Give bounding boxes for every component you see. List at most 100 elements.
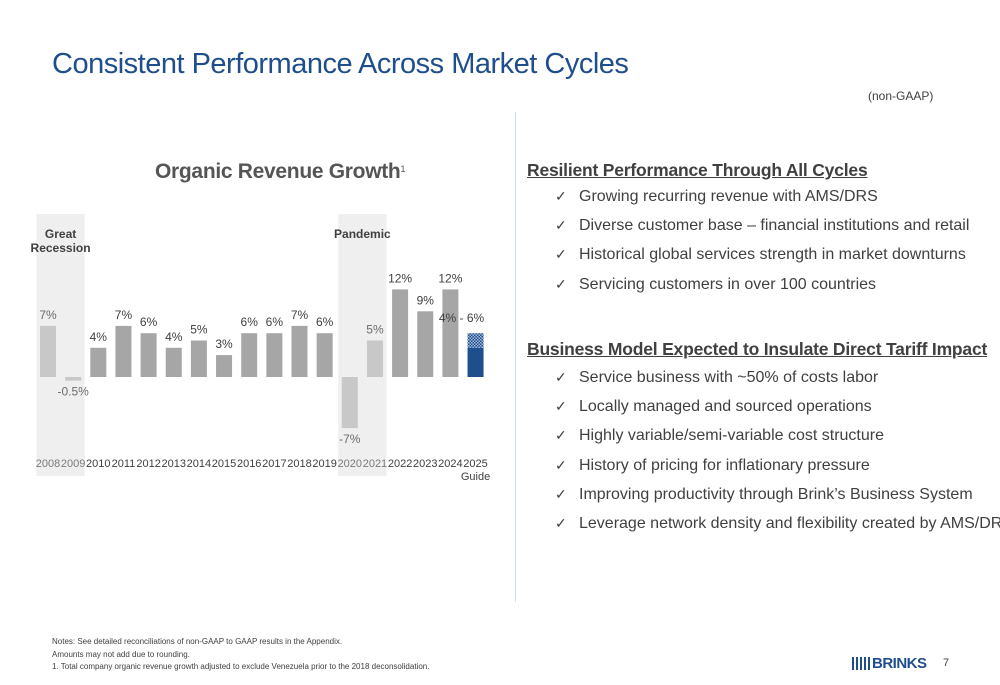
- list-item: ✓ Servicing customers in over 100 countri…: [555, 276, 969, 305]
- non-gaap-note: (non-GAAP): [868, 89, 934, 103]
- chart-title-text: Organic Revenue Growth: [155, 160, 401, 183]
- list-item: ✓ Improving productivity through Brink’s …: [555, 486, 1000, 515]
- x-tick-label: 2009: [61, 458, 85, 470]
- checkmark-icon: ✓: [555, 188, 567, 204]
- bar: [366, 340, 383, 377]
- list-item: ✓ Leverage network density and flexibilit…: [555, 515, 1000, 544]
- data-label: -7%: [339, 432, 361, 446]
- bar: [115, 325, 132, 377]
- checkmark-icon: ✓: [555, 275, 567, 292]
- footnote-line: Amounts may not add due to rounding.: [52, 649, 190, 659]
- list-item: ✓ History of pricing for inflationary pre…: [555, 457, 1000, 486]
- page-number: 7: [943, 657, 950, 669]
- x-tick-label: 2015: [212, 458, 236, 470]
- bar: [216, 355, 233, 377]
- bar: [316, 333, 333, 377]
- data-label: 7%: [115, 308, 133, 322]
- list-item: ✓ Growing recurring revenue with AMS/DRS: [555, 188, 969, 217]
- section-heading-business-model: Business Model Expected to Insulate Dire…: [527, 339, 988, 359]
- x-tick-label: 2014: [187, 458, 211, 470]
- list-item-text: Diverse customer base – financial instit…: [579, 217, 970, 235]
- footnote-line: Notes: See detailed reconciliations of n…: [52, 637, 343, 646]
- x-tick-label: 2023: [413, 458, 437, 470]
- logo-bars-icon: [852, 657, 870, 670]
- data-label: 12%: [388, 271, 412, 285]
- data-label: 5%: [190, 323, 208, 337]
- list-item-text: Historical global services strength in m…: [579, 246, 966, 264]
- data-label: 7%: [39, 308, 57, 322]
- checkmark-icon: ✓: [555, 246, 567, 263]
- data-label: 12%: [438, 271, 462, 285]
- bar: [341, 377, 358, 429]
- bar: [40, 325, 56, 377]
- data-label: 7%: [291, 308, 309, 322]
- data-label: 4%: [90, 330, 108, 344]
- bar: [266, 333, 283, 377]
- section-heading-resilient: Resilient Performance Through All Cycles: [527, 160, 868, 180]
- bar: [241, 333, 258, 377]
- bar: [442, 289, 459, 377]
- list-item: ✓ Locally managed and sourced operations: [555, 398, 1000, 427]
- checkmark-icon: ✓: [555, 456, 567, 473]
- list-item-text: Service business with ~50% of costs labo…: [579, 369, 879, 386]
- business-model-list: ✓ Service business with ~50% of costs lab…: [555, 369, 1000, 544]
- bar: [291, 325, 308, 377]
- guide-bar-range: [467, 333, 484, 348]
- highlight-band-label: Pandemic: [334, 227, 391, 241]
- x-tick-label: 2019: [312, 458, 336, 470]
- x-tick-label: 2018: [287, 458, 311, 470]
- data-label: 9%: [417, 293, 435, 307]
- x-tick-label: 2008: [36, 458, 60, 470]
- data-label: 6%: [316, 315, 334, 329]
- list-item: ✓ Service business with ~50% of costs lab…: [555, 369, 1000, 398]
- data-label: 3%: [215, 337, 233, 351]
- footnote-line: 1. Total company organic revenue growth …: [52, 662, 430, 671]
- x-tick-label: 2012: [136, 458, 160, 470]
- highlight-band-label: Recession: [31, 241, 91, 255]
- data-label: 4% - 6%: [439, 311, 485, 325]
- brinks-logo: BRINKS: [852, 655, 927, 672]
- list-item-text: Highly variable/semi-variable cost struc…: [579, 427, 884, 445]
- x-tick-label: 2021: [363, 458, 387, 470]
- list-item: ✓ Diverse customer base – financial insti…: [555, 217, 969, 246]
- list-item-text: Servicing customers in over 100 countrie…: [579, 275, 877, 293]
- list-item-text: Leverage network density and flexibility…: [579, 514, 1000, 532]
- guide-bar-low: [467, 347, 484, 377]
- list-item: ✓ Highly variable/semi-variable cost stru…: [555, 427, 1000, 456]
- checkmark-icon: ✓: [555, 427, 567, 444]
- bar: [90, 347, 107, 377]
- chart-title-footnote: 1: [400, 164, 406, 174]
- x-tick-sublabel: Guide: [461, 471, 490, 483]
- list-item-text: History of pricing for inflationary pres…: [579, 456, 870, 474]
- bar: [417, 311, 434, 377]
- checkmark-icon: ✓: [555, 514, 567, 531]
- x-tick-label: 2010: [86, 458, 110, 470]
- page-title: Consistent Performance Across Market Cyc…: [52, 48, 629, 80]
- checkmark-icon: ✓: [555, 398, 567, 415]
- x-tick-label: 2011: [112, 458, 136, 470]
- logo-text: BRINKS: [872, 655, 927, 672]
- x-tick-label: 2017: [262, 458, 286, 470]
- resilient-list: ✓ Growing recurring revenue with AMS/DRS …: [555, 188, 969, 305]
- highlight-band-label: Great: [45, 227, 76, 241]
- data-label: 6%: [266, 315, 284, 329]
- checkmark-icon: ✓: [555, 485, 567, 502]
- list-item-text: Locally managed and sourced operations: [579, 398, 872, 416]
- bar: [140, 333, 157, 377]
- data-label: 4%: [165, 330, 183, 344]
- x-tick-label: 2013: [162, 458, 186, 470]
- chart-title: Organic Revenue Growth1: [155, 160, 405, 184]
- bar: [190, 340, 207, 377]
- bar: [165, 347, 182, 377]
- bar: [392, 289, 409, 377]
- data-label: 6%: [241, 315, 259, 329]
- x-tick-label: 2020: [338, 458, 362, 470]
- data-label: 6%: [140, 315, 158, 329]
- x-tick-label: 2024: [438, 458, 462, 470]
- footnotes: Notes: See detailed reconciliations of n…: [52, 636, 429, 674]
- list-item-text: Improving productivity through Brink’s B…: [579, 485, 973, 503]
- x-tick-label: 2025: [463, 458, 487, 470]
- column-divider: [515, 112, 516, 602]
- data-label: -0.5%: [57, 385, 89, 399]
